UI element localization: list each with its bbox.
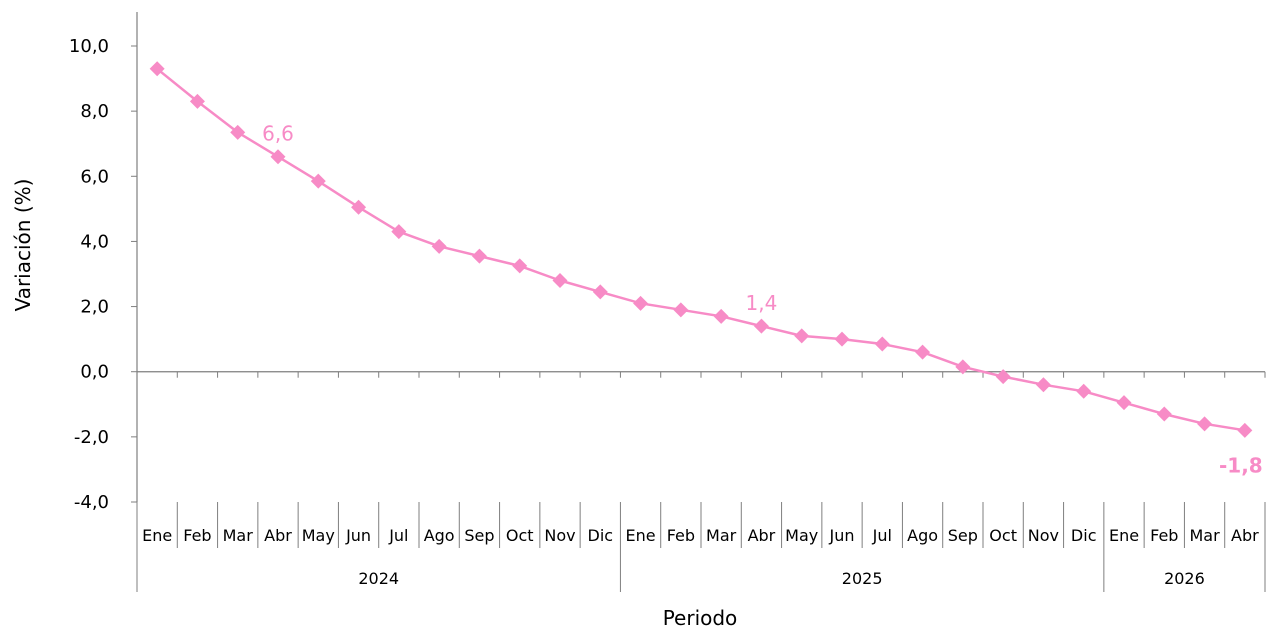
month-label: Abr (748, 526, 776, 545)
month-label: Abr (264, 526, 292, 545)
series-layer (149, 61, 1253, 438)
data-point (955, 359, 971, 375)
y-tick-label: 2,0 (80, 297, 109, 318)
month-label: Feb (183, 526, 211, 545)
data-point (794, 328, 810, 344)
data-point (1237, 422, 1253, 438)
data-point (995, 369, 1011, 385)
data-point (753, 318, 769, 334)
month-label: May (302, 526, 335, 545)
y-tick-label: -2,0 (74, 427, 109, 448)
month-label: Nov (1028, 526, 1059, 545)
data-label-layer: 6,6 1,4 -1,8 (262, 122, 1263, 478)
y-tick-label: 0,0 (80, 362, 109, 383)
month-label: Sep (948, 526, 978, 545)
month-label: Jun (829, 526, 855, 545)
data-point (149, 61, 165, 77)
x-axis: Ene Feb Mar Abr May Jun Jul Ago Sep Oct Nov Dic Ene F… (136, 371, 1266, 592)
data-point (673, 302, 689, 318)
month-label: Ene (1109, 526, 1139, 545)
data-label: 6,6 (262, 122, 294, 146)
y-axis-title: Variación (%) (11, 179, 35, 312)
data-point (874, 336, 890, 352)
y-tick-label: 8,0 (80, 101, 109, 122)
data-point (431, 238, 447, 254)
month-label: Sep (464, 526, 494, 545)
month-label: Feb (1150, 526, 1178, 545)
month-label: Ene (626, 526, 656, 545)
y-tick-label: -4,0 (74, 492, 109, 513)
data-point (1076, 383, 1092, 399)
month-label: Jun (345, 526, 371, 545)
data-point (270, 149, 286, 165)
data-point (592, 284, 608, 300)
y-tick-label: 6,0 (80, 166, 109, 187)
data-point (351, 199, 367, 215)
month-label: Jul (388, 526, 408, 545)
month-label: Mar (1189, 526, 1220, 545)
data-point (1035, 377, 1051, 393)
data-point (1116, 395, 1132, 411)
month-label: Dic (1071, 526, 1097, 545)
series-line (156, 67, 1246, 432)
y-tick-label: 4,0 (80, 231, 109, 252)
month-label: Abr (1231, 526, 1259, 545)
month-label: Mar (223, 526, 254, 545)
month-label: Dic (588, 526, 614, 545)
data-point (1197, 416, 1213, 432)
month-label: Ene (142, 526, 172, 545)
data-label: -1,8 (1219, 453, 1263, 477)
y-tick-label: 10,0 (69, 36, 109, 57)
data-point (391, 224, 407, 240)
data-label: 1,4 (746, 291, 778, 315)
data-point (1156, 406, 1172, 422)
data-point (230, 124, 246, 140)
data-point (471, 248, 487, 264)
x-axis-title: Periodo (663, 606, 738, 630)
month-label: Feb (667, 526, 695, 545)
data-point (915, 344, 931, 360)
data-point (310, 173, 326, 189)
data-point (834, 331, 850, 347)
month-label: Oct (506, 526, 534, 545)
month-label: Ago (424, 526, 455, 545)
month-label: Mar (706, 526, 737, 545)
year-label: 2026 (1164, 569, 1205, 588)
year-label: 2025 (842, 569, 883, 588)
data-point (512, 258, 528, 274)
year-label: 2024 (358, 569, 399, 588)
data-point (552, 273, 568, 289)
month-label: Oct (989, 526, 1017, 545)
y-axis: 10,0 8,0 6,0 4,0 2,0 0,0 -2,0 -4,0 (69, 12, 138, 513)
month-label: Nov (544, 526, 575, 545)
month-label: May (785, 526, 818, 545)
month-label: Jul (872, 526, 892, 545)
month-label: Ago (907, 526, 938, 545)
data-point (633, 295, 649, 311)
data-point (713, 308, 729, 324)
data-point (189, 93, 205, 109)
